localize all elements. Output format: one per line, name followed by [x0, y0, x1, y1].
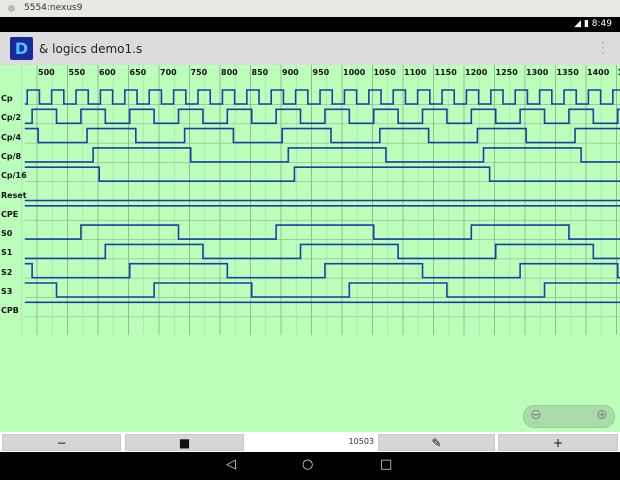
status-time: 8:49 — [591, 19, 612, 29]
x-tick-label: 650 — [130, 68, 147, 77]
signal-label: S3 — [1, 287, 13, 296]
signal-label: Reset — [1, 190, 27, 200]
x-tick-label: 500 — [38, 68, 55, 77]
signal-label: Cp/16 — [1, 171, 27, 181]
x-tick-label: 850 — [252, 68, 269, 77]
signal-waveform-s0 — [24, 224, 620, 240]
x-tick-label: 1300 — [526, 68, 549, 77]
signal-waveform-cp-2 — [24, 108, 620, 125]
x-tick-label: 1000 — [343, 68, 366, 77]
signal-label: CPB — [1, 306, 19, 316]
signal-waveform-cp-8 — [24, 147, 620, 163]
signal-waveform-s1 — [24, 243, 620, 260]
window-titlebar: 5554:nexus9 — [0, 0, 620, 17]
x-tick-label: 1450 — [618, 68, 620, 77]
signal-waveform-cp — [24, 89, 620, 105]
x-tick-label: 800 — [221, 68, 238, 77]
x-tick-label: 700 — [160, 68, 177, 77]
x-tick-label: 1400 — [587, 68, 610, 77]
status-bar: ◢ ▮ 8:49 — [0, 17, 620, 32]
overflow-menu-icon[interactable]: · · · — [601, 36, 605, 60]
zoom-in-button[interactable]: ⊕ — [596, 407, 608, 423]
signal-waveform-s2 — [24, 262, 620, 279]
signal-label: CPE — [1, 209, 19, 219]
signal-label: Cp/2 — [1, 113, 22, 123]
signal-label: Cp/8 — [1, 151, 22, 161]
signal-label: Cp/4 — [1, 132, 22, 142]
edit-button[interactable]: ✎ — [378, 434, 495, 451]
zoom-controls: ⊖ ⊕ — [523, 405, 615, 428]
x-tick-label: 950 — [313, 68, 330, 77]
x-tick-label: 750 — [191, 68, 208, 77]
x-tick-label: 550 — [69, 68, 86, 77]
zoom-out-button[interactable]: ⊖ — [530, 407, 542, 423]
back-button[interactable]: ◁ — [226, 457, 236, 472]
signal-waveform-s3 — [24, 282, 620, 298]
plus-button[interactable]: + — [498, 434, 618, 451]
signal-label: Cp — [1, 94, 13, 103]
window-icon — [8, 5, 15, 12]
timing-svg: 500 550 600 650 700 750 800 850 900 950 1000 1050 11… — [21, 65, 620, 335]
stop-button[interactable]: ■ — [125, 434, 244, 451]
x-tick-label: 1350 — [557, 68, 580, 77]
x-tick-label: 1150 — [435, 68, 458, 77]
bottom-toolbar: − ■ 10503 ✎ + — [0, 432, 620, 452]
x-tick-label: 600 — [99, 68, 116, 77]
home-button[interactable]: ○ — [302, 457, 314, 472]
signal-waveform-cp-16 — [24, 166, 620, 182]
signal-icon: ◢ ▮ — [574, 19, 592, 29]
x-tick-label: 1200 — [465, 68, 488, 77]
counter-value: 10503 — [348, 437, 374, 446]
signal-label: S2 — [1, 267, 13, 277]
app-title: & logics demo1.s — [39, 42, 143, 56]
timing-diagram[interactable]: 500 550 600 650 700 750 800 850 900 950 1000 1050 11… — [0, 65, 620, 432]
signal-label: S0 — [1, 229, 13, 239]
x-tick-label: 900 — [282, 68, 299, 77]
app-logo: D — [10, 37, 33, 60]
minus-button[interactable]: − — [2, 434, 121, 451]
recents-button[interactable]: □ — [380, 457, 393, 472]
window-title: 5554:nexus9 — [24, 3, 83, 13]
signal-waveform-cp-4 — [24, 127, 620, 144]
signal-label: S1 — [1, 248, 13, 258]
x-tick-label: 1050 — [374, 68, 397, 77]
nav-bar: ◁ ○ □ — [0, 452, 620, 480]
x-tick-label: 1100 — [404, 68, 427, 77]
action-bar: D & logics demo1.s · · · — [0, 32, 620, 65]
x-tick-label: 1250 — [496, 68, 519, 77]
